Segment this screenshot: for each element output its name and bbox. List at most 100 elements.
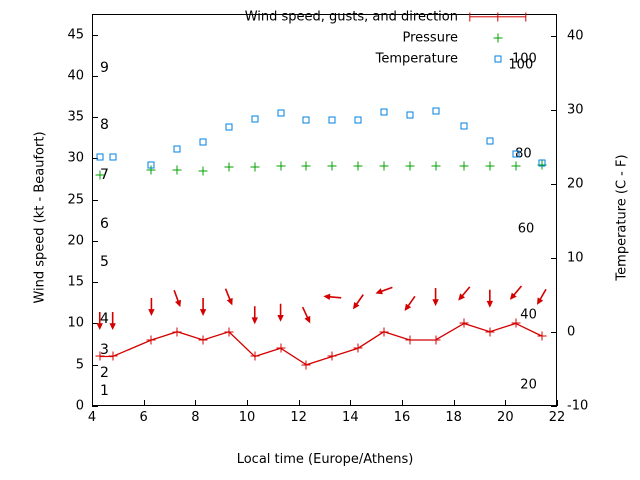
pressure-point [405, 161, 415, 171]
wind-speed-point [95, 351, 105, 361]
wind-speed-point [108, 351, 118, 361]
pressure-point [511, 161, 521, 171]
x-tick-label: 12 [290, 410, 307, 425]
y-tick-label-left: 25 [67, 192, 84, 208]
x-tick [505, 400, 507, 406]
pressure-scale-label: 60 [517, 221, 535, 237]
x-tick [92, 400, 93, 406]
x-tick-label: 16 [393, 410, 411, 425]
legend-label: Temperature [375, 51, 458, 67]
pressure-point [537, 160, 546, 170]
pressure-scale-label: 80 [515, 146, 532, 162]
legend-square-marker [494, 55, 502, 63]
x-tick [350, 400, 352, 406]
legend-label: Pressure [402, 30, 458, 46]
pressure-scale-label: 40 [520, 307, 537, 323]
wind-speed-point [379, 327, 389, 337]
pressure-point [198, 166, 208, 176]
y-tick-right [551, 332, 557, 334]
beaufort-label: 5 [100, 253, 109, 270]
beaufort-label: 4 [100, 311, 109, 328]
temperature-point [109, 153, 117, 161]
temperature-point [225, 123, 233, 131]
y-tick-label-left: 10 [67, 315, 84, 331]
pressure-point [172, 165, 182, 175]
y-tick-label-right: 20 [567, 176, 584, 192]
wind-speed-point [276, 343, 286, 353]
x-tick [247, 400, 248, 406]
x-tick [557, 400, 558, 406]
temperature-point [96, 153, 104, 161]
pressure-point [250, 162, 260, 172]
y-tick-left [92, 364, 98, 366]
plot-area [92, 14, 557, 406]
y-axis-label-left: Wind speed (kt - Beaufort) [32, 131, 48, 304]
pressure-point [459, 161, 469, 171]
pressure-point [146, 165, 156, 175]
y-tick-left [92, 117, 98, 119]
y-tick-right [551, 184, 557, 186]
pressure-scale-label: 100 [508, 57, 534, 73]
temperature-point [354, 116, 362, 124]
legend-extra-label: 100 [512, 51, 537, 67]
y-tick-label-right: 40 [567, 28, 584, 44]
pressure-point [353, 161, 363, 171]
wind-speed-point [485, 327, 495, 337]
pressure-point [431, 161, 441, 171]
temperature-point [512, 150, 520, 158]
beaufort-label: 6 [100, 216, 109, 233]
y-tick-label-right: 30 [567, 102, 584, 118]
temperature-point [380, 108, 388, 116]
y-tick-left [92, 75, 98, 77]
temperature-point [460, 122, 468, 130]
wind-speed-point [459, 318, 469, 328]
y-tick-left [92, 199, 98, 201]
x-tick-label: 20 [497, 410, 514, 425]
y-tick-left [92, 323, 98, 325]
wind-speed-point [146, 335, 156, 345]
y-tick-label-right: 10 [567, 250, 584, 266]
temperature-point [302, 116, 310, 124]
y-tick-left [92, 34, 98, 36]
pressure-point [485, 161, 495, 171]
legend-line-tick [469, 12, 471, 22]
y-tick-right [551, 406, 557, 407]
y-tick-right [551, 110, 557, 112]
y-axis-label-right: Temperature (C - F) [614, 154, 630, 281]
x-tick [453, 400, 455, 406]
y-tick-label-left: 20 [67, 233, 84, 249]
temperature-point [406, 111, 414, 119]
wind-speed-point [511, 318, 521, 328]
wind-speed-point [353, 343, 363, 353]
wind-speed-point [431, 335, 441, 345]
y-tick-label-left: 40 [67, 68, 84, 84]
beaufort-label: 9 [100, 59, 109, 76]
beaufort-label: 1 [100, 383, 109, 400]
legend-label: Wind speed, gusts, and direction [244, 9, 458, 25]
y-tick-left [92, 282, 98, 284]
temperature-point [147, 161, 155, 169]
y-tick-right [551, 36, 557, 38]
y-tick-left [92, 158, 98, 160]
legend-line-tick [525, 12, 527, 22]
temperature-point [432, 107, 440, 115]
x-tick [298, 400, 300, 406]
y-tick-label-right: -10 [567, 398, 589, 414]
legend-line-tick [497, 12, 499, 22]
wind-speed-point [537, 331, 546, 341]
pressure-point [301, 161, 311, 171]
temperature-point [199, 138, 207, 146]
y-tick-label-right: 0 [567, 324, 576, 340]
y-tick-label-left: 15 [67, 274, 84, 290]
temperature-point [328, 116, 336, 124]
x-tick-label: 4 [87, 410, 97, 425]
beaufort-label: 8 [100, 117, 109, 134]
beaufort-label: 7 [100, 166, 109, 183]
x-tick [402, 400, 403, 406]
x-tick-label: 8 [191, 410, 200, 425]
wind-speed-point [250, 351, 260, 361]
wind-speed-point [327, 351, 337, 361]
temperature-point [251, 115, 259, 123]
beaufort-label: 2 [100, 364, 109, 381]
